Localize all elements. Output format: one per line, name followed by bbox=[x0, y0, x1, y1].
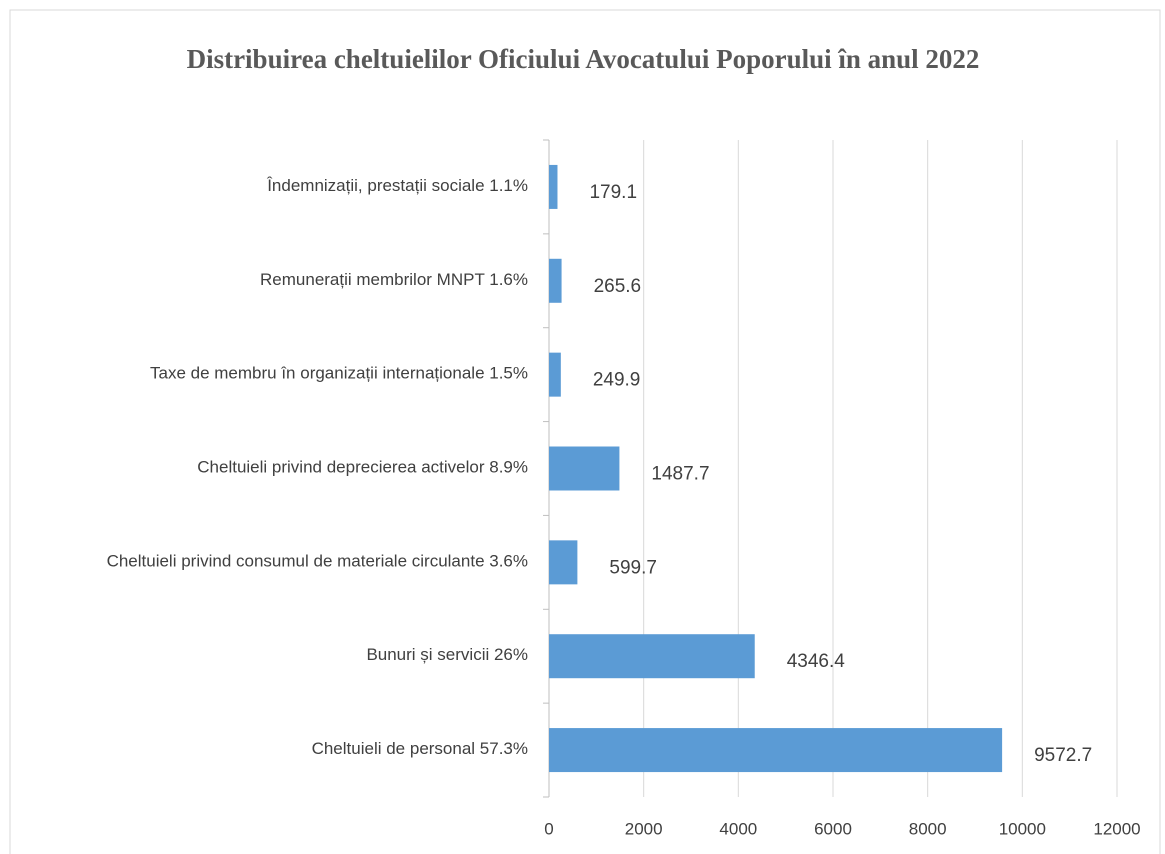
x-tick-label: 2000 bbox=[625, 819, 663, 838]
bar bbox=[549, 258, 562, 303]
y-tick-label: Bunuri și servicii 26% bbox=[366, 646, 528, 665]
y-tick-label: Taxe de membru în organizații internațio… bbox=[150, 364, 528, 383]
data-label: 179.1 bbox=[589, 182, 637, 203]
chart-title: Distribuirea cheltuielilor Oficiului Avo… bbox=[187, 44, 980, 74]
x-tick-label: 10000 bbox=[999, 819, 1046, 838]
x-tick-label: 6000 bbox=[814, 819, 852, 838]
y-tick-label: Îndemnizații, prestații sociale 1.1% bbox=[266, 176, 528, 195]
data-label: 249.9 bbox=[593, 370, 641, 391]
bar bbox=[549, 164, 558, 209]
x-tick-label: 0 bbox=[544, 819, 553, 838]
chart-border bbox=[9, 9, 1161, 854]
y-tick-label: Remunerații membrilor MNPT 1.6% bbox=[260, 270, 528, 289]
y-tick-label: Cheltuieli de personal 57.3% bbox=[312, 740, 528, 759]
x-tick-label: 8000 bbox=[909, 819, 947, 838]
data-label: 265.6 bbox=[594, 276, 642, 297]
x-tick-label: 12000 bbox=[1093, 819, 1140, 838]
bar bbox=[549, 540, 578, 585]
x-tick-label: 4000 bbox=[719, 819, 757, 838]
data-label: 4346.4 bbox=[787, 651, 846, 672]
bar bbox=[549, 352, 561, 397]
bar bbox=[549, 728, 1003, 773]
data-label: 1487.7 bbox=[651, 464, 709, 485]
data-label: 9572.7 bbox=[1034, 745, 1092, 766]
y-tick-label: Cheltuieli privind deprecierea activelor… bbox=[197, 458, 528, 477]
bar bbox=[549, 634, 755, 679]
y-tick-label: Cheltuieli privind consumul de materiale… bbox=[107, 552, 528, 571]
bar bbox=[549, 446, 620, 491]
data-label: 599.7 bbox=[609, 557, 657, 578]
